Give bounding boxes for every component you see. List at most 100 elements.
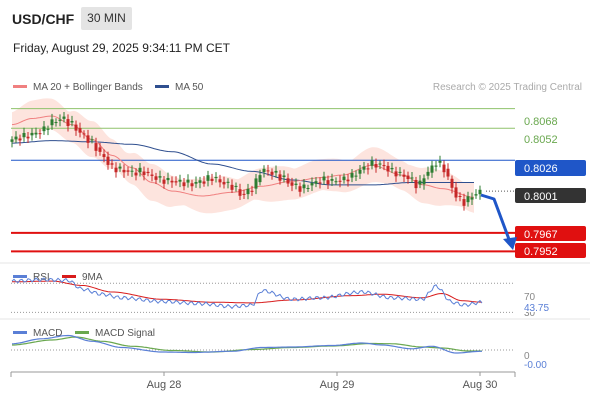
- candle-body: [194, 182, 198, 184]
- candle-body: [54, 122, 58, 124]
- candle-body: [198, 180, 202, 183]
- candle-body: [290, 182, 294, 186]
- candle: [398, 167, 402, 177]
- candle-body: [110, 163, 114, 165]
- candle: [394, 166, 398, 182]
- candle-body: [330, 178, 334, 181]
- candle-body: [278, 174, 282, 181]
- candle: [450, 175, 454, 194]
- candle: [382, 159, 386, 171]
- rsi-upper-label: 70: [524, 292, 536, 303]
- candle-body: [134, 172, 138, 176]
- candle-body: [42, 126, 46, 132]
- macd-signal-legend-swatch: [75, 331, 89, 334]
- support-tag-1-bg: [515, 226, 586, 241]
- candle-body: [98, 147, 102, 152]
- candle: [154, 172, 158, 184]
- candle: [330, 173, 334, 187]
- candle-body: [258, 175, 262, 183]
- candle: [418, 175, 422, 189]
- ma50-legend-label: MA 50: [175, 82, 204, 93]
- timeframe-button[interactable]: 30 MIN: [81, 7, 132, 30]
- candle: [194, 176, 198, 188]
- candle: [366, 163, 370, 175]
- rsi-ma-legend-label: 9MA: [82, 272, 103, 283]
- candle: [178, 174, 182, 188]
- candle-body: [390, 167, 394, 170]
- rsi-ma-legend-swatch: [62, 275, 76, 278]
- pivot-label: 0.8026: [524, 163, 558, 175]
- candle: [374, 158, 378, 173]
- last-price-tag-bg: [515, 188, 586, 203]
- ma20-legend-label: MA 20 + Bollinger Bands: [33, 82, 143, 93]
- candle: [234, 182, 238, 192]
- candle: [226, 178, 230, 189]
- candle-body: [26, 136, 30, 139]
- candle: [294, 178, 298, 190]
- candle: [34, 127, 38, 139]
- resistance-tag-2: 0.8052: [524, 134, 558, 146]
- candle-body: [174, 181, 178, 183]
- candle: [282, 170, 286, 183]
- candle-body: [86, 135, 90, 143]
- candle: [454, 181, 458, 202]
- candle-body: [166, 177, 170, 181]
- candle-body: [302, 184, 306, 189]
- candle-body: [458, 196, 462, 197]
- candle-body: [178, 179, 182, 182]
- candle-body: [322, 176, 326, 181]
- candle: [74, 120, 78, 136]
- candle-body: [474, 194, 478, 196]
- rsi-legend-swatch: [13, 275, 27, 278]
- candle-body: [78, 128, 82, 133]
- candle-body: [378, 163, 382, 165]
- candle-body: [338, 180, 342, 182]
- candle-body: [14, 136, 18, 140]
- candle: [42, 120, 46, 135]
- candle: [222, 176, 226, 189]
- candle: [430, 160, 434, 178]
- candle-body: [254, 178, 258, 189]
- x-label-aug29: Aug 29: [320, 379, 355, 391]
- candle: [302, 179, 306, 194]
- candle: [90, 135, 94, 144]
- candle: [346, 174, 350, 187]
- candle-body: [62, 116, 66, 119]
- macd-panel: [11, 334, 515, 354]
- candle-body: [374, 164, 378, 168]
- candle: [170, 176, 174, 188]
- forecast-arrow-head: [503, 237, 517, 250]
- candle: [358, 164, 362, 179]
- candle: [290, 177, 294, 192]
- candle: [322, 171, 326, 185]
- macd-legend-swatch: [13, 331, 27, 334]
- candle-body: [242, 193, 246, 195]
- rsi-ma-line: [12, 280, 483, 304]
- candle: [414, 176, 418, 194]
- price-legend: MA 20 + Bollinger Bands MA 50: [13, 82, 204, 93]
- candle-body: [122, 169, 126, 173]
- candle-body: [298, 186, 302, 192]
- candle-body: [202, 181, 206, 184]
- candle: [326, 175, 330, 189]
- rsi-lower-label: 30: [524, 308, 536, 319]
- candle: [286, 173, 290, 187]
- candle: [310, 177, 314, 191]
- candle: [206, 170, 210, 187]
- candle: [122, 164, 126, 178]
- candle: [54, 118, 58, 127]
- candle-body: [442, 164, 446, 173]
- candle-body: [402, 174, 406, 177]
- candle: [258, 169, 262, 186]
- candle: [94, 137, 98, 157]
- candle-body: [274, 170, 278, 173]
- candle: [214, 172, 218, 183]
- macd-value-label: -0.00: [524, 360, 547, 371]
- candle: [478, 185, 482, 200]
- candle: [274, 165, 278, 178]
- candle-body: [46, 128, 50, 130]
- candle-body: [50, 119, 54, 126]
- candle-body: [30, 132, 34, 136]
- candle-body: [102, 154, 106, 158]
- research-credit: Research © 2025 Trading Central: [433, 82, 582, 93]
